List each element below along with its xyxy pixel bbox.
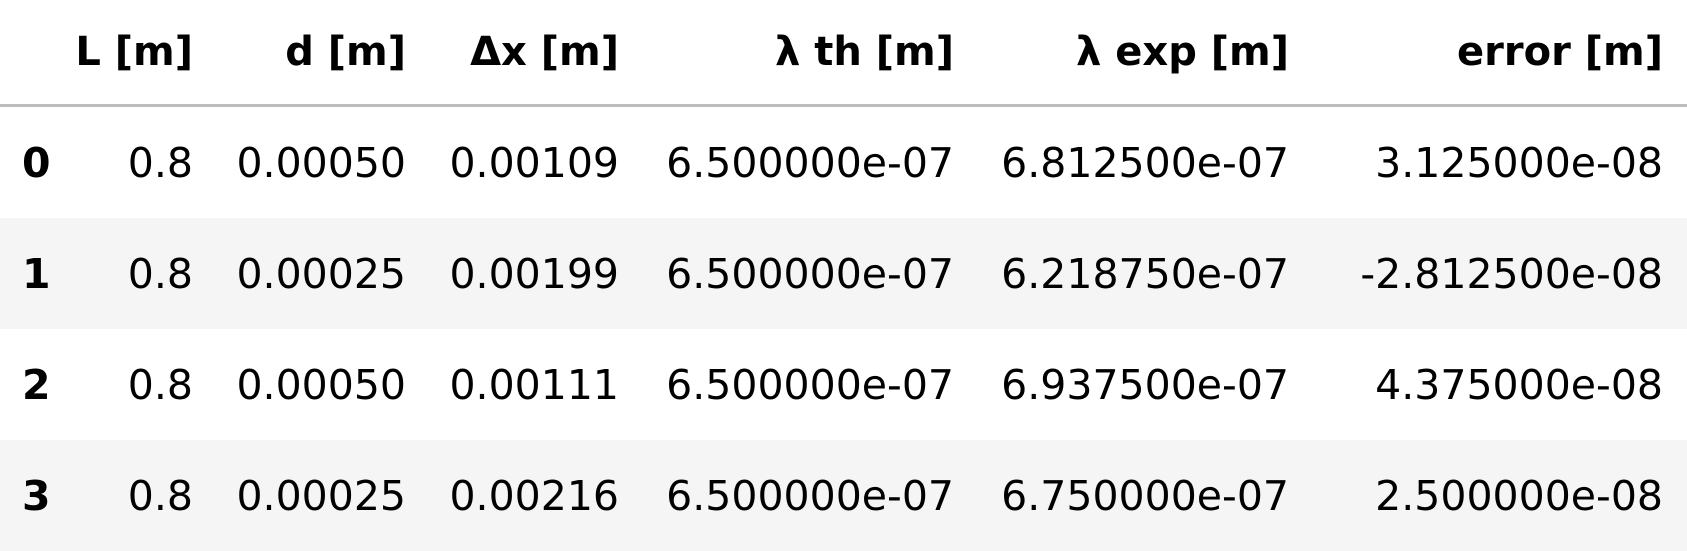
- cell-error: 3.125000e-08: [1313, 106, 1687, 219]
- table-body: 0 0.8 0.00050 0.00109 6.500000e-07 6.812…: [0, 106, 1687, 551]
- index-header: [0, 0, 74, 106]
- cell-lambda-exp: 6.812500e-07: [978, 106, 1313, 219]
- cell-error: 4.375000e-08: [1313, 329, 1687, 440]
- table-row: 1 0.8 0.00025 0.00199 6.500000e-07 6.218…: [0, 218, 1687, 329]
- header-row: L [m] d [m] Δx [m] λ th [m] λ exp [m] er…: [0, 0, 1687, 106]
- cell-lambda-th: 6.500000e-07: [643, 329, 978, 440]
- column-header-l: L [m]: [74, 0, 217, 106]
- column-header-error: error [m]: [1313, 0, 1687, 106]
- cell-dx: 0.00109: [430, 106, 643, 219]
- cell-lambda-exp: 6.937500e-07: [978, 329, 1313, 440]
- cell-dx: 0.00111: [430, 329, 643, 440]
- table-row: 2 0.8 0.00050 0.00111 6.500000e-07 6.937…: [0, 329, 1687, 440]
- row-index: 0: [0, 106, 74, 219]
- table-row: 0 0.8 0.00050 0.00109 6.500000e-07 6.812…: [0, 106, 1687, 219]
- column-header-dx: Δx [m]: [430, 0, 643, 106]
- cell-d: 0.00050: [217, 106, 430, 219]
- cell-lambda-exp: 6.218750e-07: [978, 218, 1313, 329]
- cell-dx: 0.00216: [430, 440, 643, 551]
- column-header-lambda-exp: λ exp [m]: [978, 0, 1313, 106]
- cell-d: 0.00025: [217, 218, 430, 329]
- table-header: L [m] d [m] Δx [m] λ th [m] λ exp [m] er…: [0, 0, 1687, 106]
- column-header-d: d [m]: [217, 0, 430, 106]
- cell-error: 2.500000e-08: [1313, 440, 1687, 551]
- row-index: 1: [0, 218, 74, 329]
- cell-lambda-th: 6.500000e-07: [643, 106, 978, 219]
- cell-error: -2.812500e-08: [1313, 218, 1687, 329]
- row-index: 3: [0, 440, 74, 551]
- cell-d: 0.00050: [217, 329, 430, 440]
- cell-l: 0.8: [74, 218, 217, 329]
- cell-lambda-th: 6.500000e-07: [643, 218, 978, 329]
- cell-lambda-th: 6.500000e-07: [643, 440, 978, 551]
- cell-lambda-exp: 6.750000e-07: [978, 440, 1313, 551]
- cell-dx: 0.00199: [430, 218, 643, 329]
- cell-l: 0.8: [74, 106, 217, 219]
- cell-l: 0.8: [74, 440, 217, 551]
- column-header-lambda-th: λ th [m]: [643, 0, 978, 106]
- table-row: 3 0.8 0.00025 0.00216 6.500000e-07 6.750…: [0, 440, 1687, 551]
- cell-l: 0.8: [74, 329, 217, 440]
- row-index: 2: [0, 329, 74, 440]
- cell-d: 0.00025: [217, 440, 430, 551]
